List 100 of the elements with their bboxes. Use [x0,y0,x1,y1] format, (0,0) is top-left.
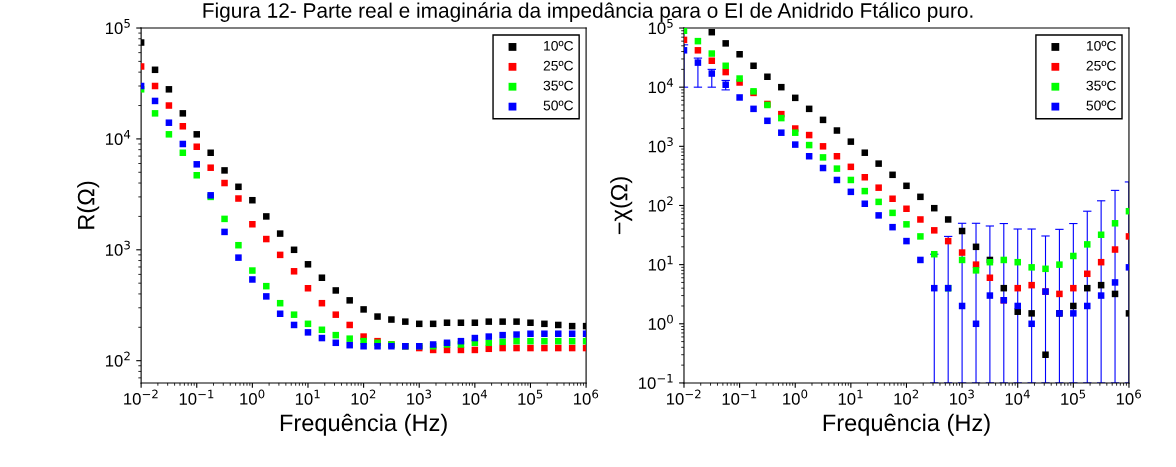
point [917,216,924,223]
point [402,318,409,325]
point [1028,264,1035,271]
point [986,292,994,299]
point [1111,279,1119,286]
point [276,310,284,318]
point [861,149,869,156]
point [875,198,882,206]
point [388,316,395,323]
point [889,195,896,202]
x-axis-title: Frequência (Hz) [823,413,990,436]
x-tick-label: 10$^{−1}$ [179,389,214,405]
point [513,318,520,325]
point [290,268,298,275]
point [235,241,242,249]
legend-label: 10ºC [1086,40,1116,51]
legend-label: 10ºC [544,40,574,51]
point [1070,302,1077,310]
point [235,183,242,191]
point [541,337,548,345]
point [249,220,256,228]
point [193,143,200,150]
point [541,330,548,337]
point [778,129,785,136]
point [764,73,771,81]
point [694,59,702,66]
point [1097,231,1105,239]
point [750,105,757,113]
point [527,344,534,352]
point [499,344,506,352]
y-tick-label: 10$^{3}$ [648,137,673,153]
point [722,40,729,47]
point [791,129,799,136]
legend-label: 35ºC [1086,80,1116,91]
point [221,167,228,174]
point [263,235,270,243]
point [917,256,924,264]
point [1042,351,1049,358]
point [346,297,353,304]
point [151,110,159,117]
point [931,204,938,212]
x-tick-label: 10$^{−2}$ [124,389,158,405]
point [958,249,966,256]
legend-label: 25ºC [543,60,574,71]
point [179,123,187,130]
point [499,318,506,325]
point [555,337,562,345]
point [346,335,353,342]
point [499,331,506,339]
point [332,311,340,318]
point [457,319,465,326]
point [847,138,855,145]
point [374,313,381,320]
x-tick-label: 10$^{6}$ [574,389,599,405]
point [791,141,799,148]
point [249,276,256,283]
point [819,143,827,150]
point [527,319,534,326]
point [221,215,228,223]
point [235,254,242,261]
point [764,117,771,125]
point [193,161,200,168]
point [541,344,548,352]
point [541,320,548,328]
point [903,221,910,228]
point [513,344,520,352]
y-tick-label: 10$^{5}$ [106,19,130,35]
point [1028,320,1035,328]
point [304,261,312,268]
point [346,341,353,349]
point [485,318,493,325]
point [304,285,312,292]
point [1097,292,1105,299]
point [819,154,827,161]
point [1111,220,1119,227]
x-tick-label: 10$^{6}$ [1116,389,1142,405]
point [861,200,869,207]
point [179,110,187,117]
point [1084,302,1091,310]
point [235,195,242,202]
point [263,293,270,300]
point [1070,252,1077,260]
point [527,337,534,345]
point [833,127,841,134]
y-tick-label: 10$^{0}$ [648,314,673,330]
point [513,331,520,338]
point [443,319,451,326]
point [1014,308,1021,315]
point [513,337,520,345]
point [165,102,173,109]
point [360,342,367,350]
point [736,94,743,101]
point [346,321,353,329]
legend-label: 35ºC [543,80,574,91]
point [290,311,298,318]
y-tick-label: 10$^{2}$ [106,351,130,367]
point [1042,265,1049,273]
point [165,119,173,126]
point [1084,284,1091,292]
point [889,209,896,217]
